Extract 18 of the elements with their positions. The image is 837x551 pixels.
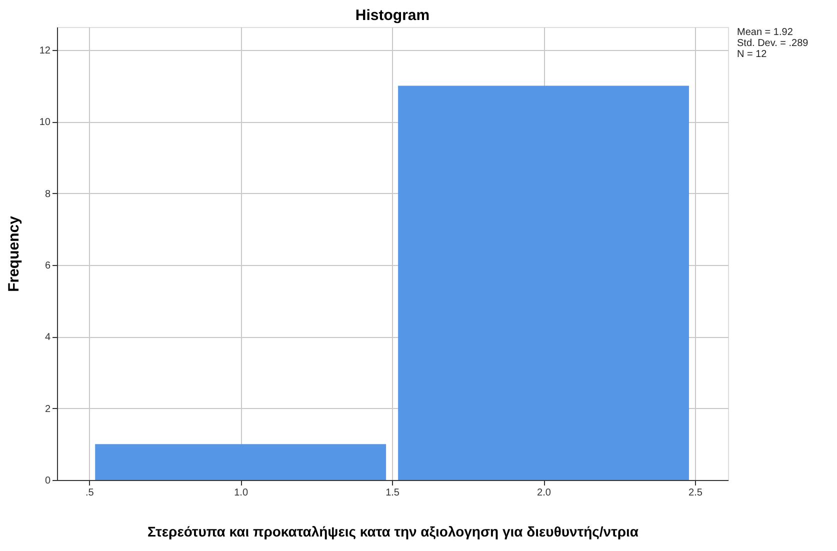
y-tick-label: 0 [44,476,51,486]
text: Std. Dev. = .289 [737,38,809,49]
x-tick-label: 1.0 [234,488,248,498]
chart-title: Histogram [355,7,430,24]
text: Mean = 1.92 [737,27,794,38]
x-axis-title: Στερεότυπα και προκαταλήψεις κατα την αξιολογηση για διευθυντής/ντρια [148,524,639,540]
y-tick-label: 2 [44,404,51,415]
y-tick-label: 6 [44,260,51,272]
x-tick-label: 1.5 [386,488,400,498]
x-tick-label: 2.5 [688,488,703,498]
text: N = 12 [737,49,768,60]
y-tick-label: 12 [39,45,51,56]
y-tick-label: 10 [39,117,51,128]
x-tick-label: .5 [85,488,94,498]
y-tick-label: 4 [44,332,51,344]
x-tick-label: 2.0 [537,488,552,498]
y-axis-title: Frequency [5,215,22,292]
y-tick-label: 8 [44,188,51,200]
